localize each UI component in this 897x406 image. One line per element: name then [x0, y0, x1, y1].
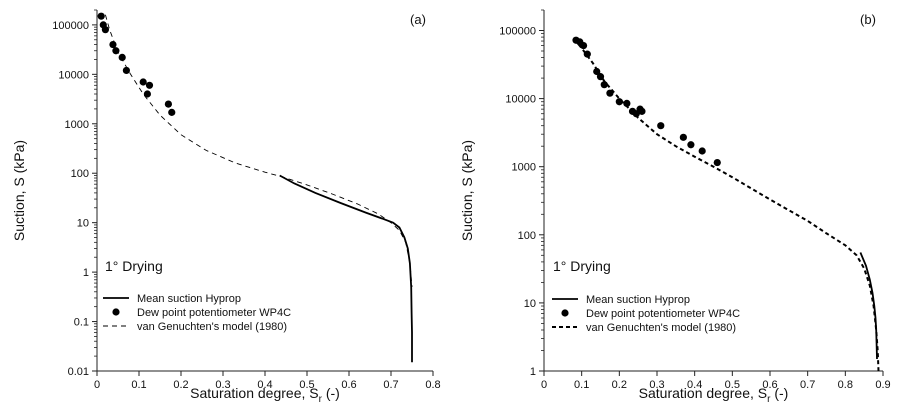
plot-area — [97, 12, 413, 363]
legend: Mean suction Hyprop Dew point potentiomet… — [552, 294, 740, 334]
x-tick-label: 0.2 — [612, 379, 627, 391]
x-axis-label: Saturation degree, Sr (-) — [639, 385, 789, 405]
legend-marker-wp4c — [112, 308, 120, 316]
x-axis-label-unit: (-) — [322, 385, 340, 401]
y-tick-label: 100000 — [499, 26, 536, 38]
plot-area — [572, 36, 880, 371]
data-point-wp4c — [713, 158, 721, 167]
x-tick-label: 0.1 — [574, 379, 589, 391]
annotation-drying: 1° Drying — [105, 258, 163, 274]
data-point-wp4c — [638, 107, 646, 115]
data-point-wp4c — [596, 73, 605, 81]
legend-label: Mean suction Hyprop — [137, 293, 241, 305]
x-tick-label: 0.8 — [838, 379, 853, 391]
legend-label: van Genuchten's model (1980) — [586, 322, 736, 334]
y-tick-label: 1000 — [512, 162, 536, 174]
data-point-wp4c — [97, 12, 105, 20]
x-tick-label: 0 — [541, 379, 547, 391]
y-axis-label: Suction, S (kPa) — [11, 140, 27, 241]
y-tick-label: 1 — [530, 366, 536, 378]
x-tick-label: 0.5 — [725, 379, 740, 391]
data-point-wp4c — [101, 26, 109, 34]
data-point-wp4c — [687, 141, 695, 149]
x-tick-label: 0.7 — [383, 379, 398, 391]
y-tick-label: 100000 — [52, 20, 89, 32]
y-tick-label: 10000 — [505, 94, 536, 106]
x-tick-label: 0.4 — [687, 379, 702, 391]
y-tick-label: 10 — [77, 218, 89, 230]
annotation-drying: 1° Drying — [553, 258, 611, 274]
data-point-wp4c — [579, 42, 588, 50]
y-tick-label: 10000 — [58, 69, 89, 81]
x-tick-label: 0.4 — [257, 379, 272, 391]
data-point-wp4c — [600, 81, 608, 89]
data-point-wp4c — [139, 78, 147, 86]
x-tick-label: 0.6 — [341, 379, 356, 391]
x-tick-label: 0.7 — [800, 379, 815, 391]
x-tick-label: 0.1 — [131, 379, 146, 391]
series-line-van-genuchten — [104, 14, 413, 288]
y-tick-label: 0.1 — [74, 317, 89, 329]
y-tick-label: 1000 — [65, 119, 89, 131]
data-point-wp4c — [168, 108, 176, 116]
x-axis-label-subscript: r — [319, 394, 323, 405]
x-tick-label: 0 — [94, 379, 100, 391]
x-tick-label: 0.5 — [299, 379, 314, 391]
legend-label: Dew point potentiometer WP4C — [137, 307, 291, 319]
x-tick-label: 0.3 — [649, 379, 664, 391]
data-point-wp4c — [145, 81, 154, 89]
x-tick-label: 0.9 — [875, 379, 890, 391]
y-tick-label: 10 — [524, 298, 536, 310]
data-point-wp4c — [118, 53, 126, 61]
x-axis-label-main: Saturation degree, S — [639, 385, 767, 401]
panel-label: (a) — [410, 12, 426, 27]
y-tick-label: 1 — [83, 267, 89, 279]
x-axis-label-unit: (-) — [770, 385, 788, 401]
data-point-wp4c — [606, 89, 614, 97]
legend-label: Mean suction Hyprop — [586, 294, 690, 306]
data-point-wp4c — [657, 122, 665, 130]
y-tick-label: 0.01 — [68, 366, 89, 378]
series-line-hyprop — [279, 174, 413, 363]
chart-panel-2: 1 10 100 1000 10000 100000 0 0.1 0.2 0.3 0.4 0.5 0.6… — [459, 9, 891, 405]
chart-panel-1: 0.01 0.1 1 10 100 1000 10000 100000 0 0.1 0.2 0.3 0.… — [11, 9, 441, 405]
legend-label: Dew point potentiometer WP4C — [586, 308, 740, 320]
legend: Mean suction Hyprop Dew point potentiomet… — [103, 293, 291, 333]
y-tick-label: 100 — [518, 230, 536, 242]
x-tick-label: 0.3 — [215, 379, 230, 391]
x-tick-label: 0.8 — [425, 379, 440, 391]
series-line-van-genuchten — [573, 38, 880, 371]
data-point-wp4c — [164, 100, 172, 108]
panel-label: (b) — [860, 12, 876, 27]
data-point-wp4c — [698, 147, 706, 155]
y-tick-label: 100 — [71, 168, 89, 180]
data-point-wp4c — [143, 90, 151, 98]
data-point-wp4c — [679, 133, 687, 141]
x-axis-label: Saturation degree, Sr (-) — [190, 385, 340, 405]
x-axis-label-main: Saturation degree, S — [190, 385, 318, 401]
y-axis-label: Suction, S (kPa) — [459, 140, 475, 241]
x-tick-label: 0.2 — [173, 379, 188, 391]
legend-marker-wp4c — [561, 309, 569, 317]
legend-label: van Genuchten's model (1980) — [137, 321, 287, 333]
data-point-wp4c — [623, 99, 631, 108]
data-point-wp4c — [122, 66, 130, 75]
x-axis-label-subscript: r — [767, 394, 771, 405]
x-tick-label: 0.6 — [762, 379, 777, 391]
